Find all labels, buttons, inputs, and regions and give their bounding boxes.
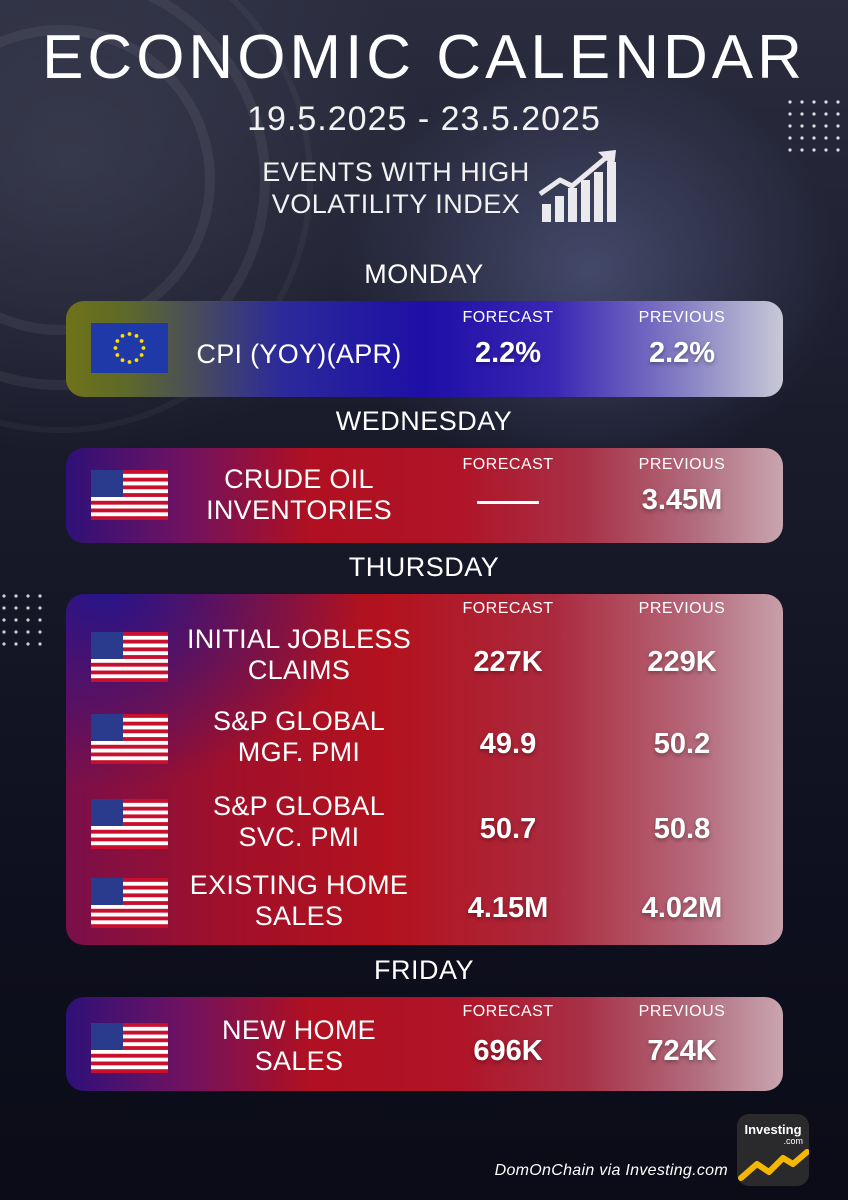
eu-flag-icon [91, 323, 168, 373]
logo-domain: .com [783, 1136, 803, 1146]
previous-value: 229K [647, 646, 717, 678]
event-card-monday: FORECAST PREVIOUS CPI (YOY)(APR) 2.2% 2.… [66, 301, 783, 397]
us-flag-icon [91, 714, 168, 764]
previous-label: PREVIOUS [638, 1003, 726, 1020]
investing-logo: Investing .com [737, 1114, 809, 1186]
forecast-value: 227K [473, 646, 543, 678]
forecast-label: FORECAST [462, 456, 554, 473]
previous-value: 2.2% [648, 337, 716, 369]
event-name: INITIAL JOBLESS CLAIMS [186, 624, 412, 685]
previous-value: 4.02M [641, 892, 723, 924]
us-flag-icon [91, 799, 168, 849]
forecast-value: 50.7 [479, 813, 537, 845]
forecast-label: FORECAST [462, 309, 554, 326]
event-name: EXISTING HOME SALES [189, 870, 409, 931]
bar-chart-growth-icon [538, 150, 616, 222]
footer-credit: DomOnChain via Investing.com [494, 1162, 728, 1179]
previous-value: 50.2 [653, 728, 711, 760]
previous-label: PREVIOUS [638, 309, 726, 326]
event-name: NEW HOME SALES [222, 1015, 376, 1076]
previous-label: PREVIOUS [638, 600, 726, 617]
previous-value: 3.45M [641, 484, 723, 516]
date-range: 19.5.2025 - 23.5.2025 [247, 100, 601, 138]
logo-chart-line-icon [738, 1149, 809, 1181]
page-title: ECONOMIC CALENDAR [42, 23, 806, 92]
forecast-empty-dash [477, 501, 539, 504]
event-name: S&P GLOBAL MGF. PMI [212, 706, 386, 767]
previous-value: 724K [647, 1035, 717, 1067]
subtitle-line-1: EVENTS WITH HIGH [262, 157, 530, 187]
forecast-value: 2.2% [474, 337, 542, 369]
forecast-value: 4.15M [467, 892, 549, 924]
day-heading-thursday: THURSDAY [348, 552, 500, 582]
forecast-value: 49.9 [479, 728, 537, 760]
us-flag-icon [91, 632, 168, 682]
event-name: CPI (YOY)(APR) [196, 339, 402, 369]
event-name: S&P GLOBAL SVC. PMI [212, 791, 386, 852]
forecast-label: FORECAST [462, 1003, 554, 1020]
subtitle-line-2: VOLATILITY INDEX [271, 189, 521, 219]
subtitle: EVENTS WITH HIGH VOLATILITY INDEX [230, 156, 562, 220]
us-flag-icon [91, 878, 168, 928]
previous-label: PREVIOUS [638, 456, 726, 473]
day-heading-wednesday: WEDNESDAY [335, 406, 513, 436]
event-card-thursday: FORECAST PREVIOUS INITIAL JOBLESS CLAIMS… [66, 594, 783, 945]
forecast-value: 696K [473, 1035, 543, 1067]
day-heading-monday: MONDAY [364, 259, 484, 289]
forecast-label: FORECAST [462, 600, 554, 617]
event-card-wednesday: FORECAST PREVIOUS CRUDE OIL INVENTORIES … [66, 448, 783, 543]
event-card-friday: FORECAST PREVIOUS NEW HOME SALES 696K 72… [66, 997, 783, 1091]
day-heading-friday: FRIDAY [373, 955, 474, 985]
previous-value: 50.8 [653, 813, 711, 845]
us-flag-icon [91, 1023, 168, 1073]
dot-grid-left [2, 594, 42, 646]
event-name: CRUDE OIL INVENTORIES [206, 464, 392, 525]
logo-name: Investing [744, 1122, 802, 1137]
us-flag-icon [91, 470, 168, 520]
